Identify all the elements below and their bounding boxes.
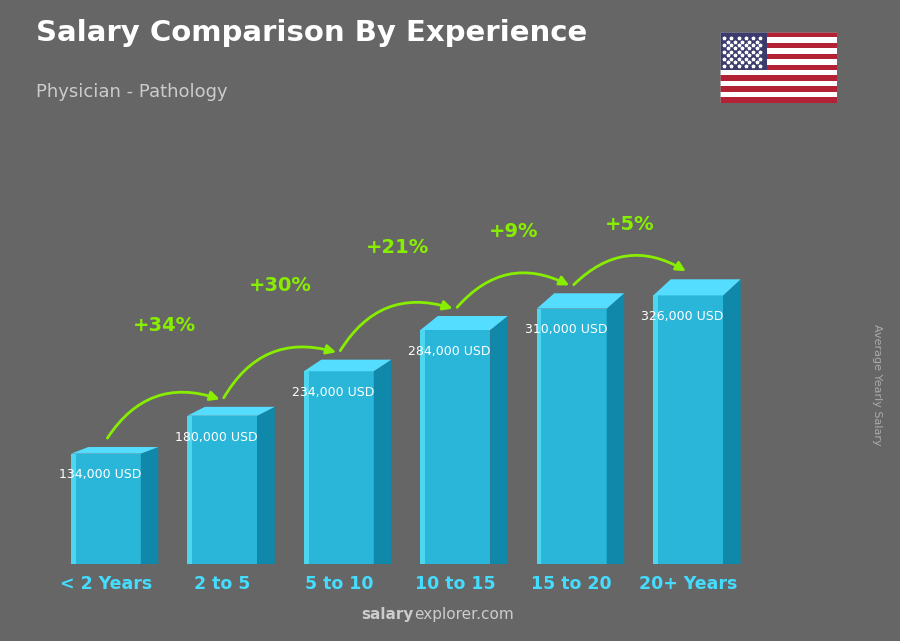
Polygon shape — [653, 296, 724, 564]
Bar — [720, 76, 837, 81]
Polygon shape — [187, 416, 257, 564]
Polygon shape — [71, 447, 158, 454]
Text: 134,000 USD: 134,000 USD — [58, 469, 141, 481]
Bar — [720, 70, 837, 76]
Text: 180,000 USD: 180,000 USD — [176, 431, 257, 444]
Text: 284,000 USD: 284,000 USD — [409, 345, 491, 358]
Polygon shape — [187, 416, 192, 564]
Polygon shape — [536, 308, 607, 564]
Bar — [720, 87, 837, 92]
Text: Physician - Pathology: Physician - Pathology — [36, 83, 228, 101]
Polygon shape — [71, 454, 76, 564]
Polygon shape — [420, 330, 425, 564]
Polygon shape — [304, 371, 309, 564]
Text: Average Yearly Salary: Average Yearly Salary — [872, 324, 883, 445]
Polygon shape — [653, 296, 658, 564]
Text: 326,000 USD: 326,000 USD — [641, 310, 724, 323]
Polygon shape — [140, 447, 158, 564]
Text: Salary Comparison By Experience: Salary Comparison By Experience — [36, 19, 587, 47]
Polygon shape — [491, 316, 508, 564]
Polygon shape — [607, 294, 625, 564]
Bar — [720, 92, 837, 97]
Polygon shape — [420, 330, 490, 564]
Bar — [720, 65, 837, 70]
Polygon shape — [71, 454, 140, 564]
Text: 234,000 USD: 234,000 USD — [292, 386, 374, 399]
Polygon shape — [536, 294, 625, 308]
Text: 310,000 USD: 310,000 USD — [525, 324, 608, 337]
Text: +30%: +30% — [249, 276, 312, 295]
Bar — [720, 32, 767, 70]
Bar — [720, 43, 837, 48]
Bar — [720, 59, 837, 65]
Polygon shape — [653, 279, 741, 296]
Text: explorer.com: explorer.com — [414, 607, 514, 622]
Polygon shape — [304, 371, 374, 564]
Text: +9%: +9% — [489, 222, 538, 242]
Bar — [720, 48, 837, 54]
Bar — [720, 37, 837, 43]
Polygon shape — [304, 360, 392, 371]
Bar — [720, 54, 837, 59]
Polygon shape — [187, 407, 274, 416]
Text: +34%: +34% — [132, 316, 195, 335]
Polygon shape — [536, 308, 542, 564]
Bar — [720, 81, 837, 87]
Text: salary: salary — [362, 607, 414, 622]
Polygon shape — [420, 316, 508, 330]
Text: +21%: +21% — [365, 238, 428, 258]
Polygon shape — [257, 407, 274, 564]
Text: +5%: +5% — [605, 215, 655, 234]
Bar — [720, 32, 837, 37]
Bar — [720, 97, 837, 103]
Polygon shape — [374, 360, 392, 564]
Polygon shape — [724, 279, 741, 564]
